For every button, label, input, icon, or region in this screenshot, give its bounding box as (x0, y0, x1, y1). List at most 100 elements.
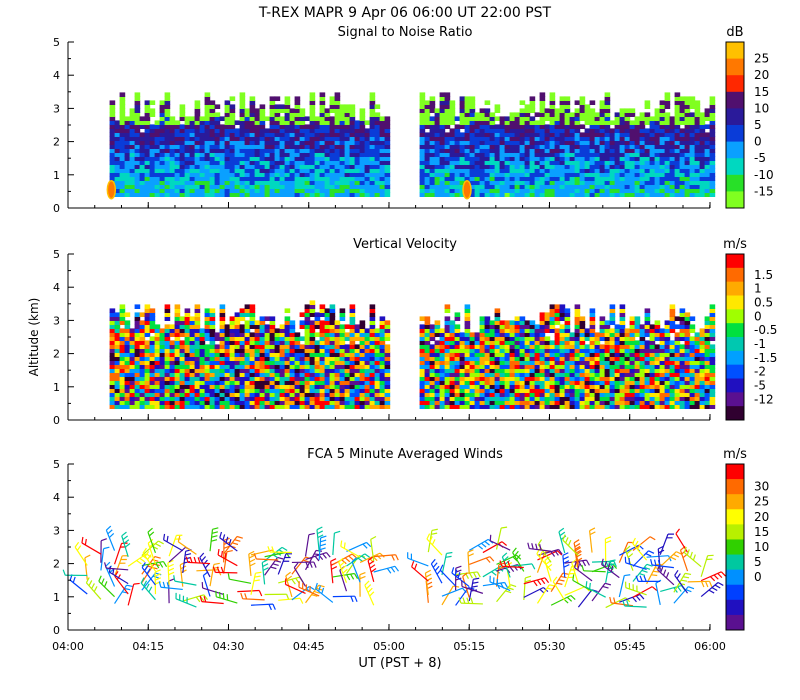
vv-cell (504, 356, 511, 361)
snr-cell (594, 160, 601, 165)
vv-cell (554, 332, 561, 337)
vv-cell (109, 392, 116, 397)
snr-cell (619, 132, 626, 137)
vv-cell (309, 360, 316, 365)
snr-cell (319, 156, 326, 161)
vv-cell (119, 356, 126, 361)
vv-cell (169, 384, 176, 389)
snr-cell (259, 152, 266, 157)
snr-cell (149, 124, 156, 129)
vv-cell (324, 360, 331, 365)
snr-cell (519, 152, 526, 157)
snr-cell (639, 152, 646, 157)
snr-cell (439, 136, 446, 141)
snr-cell (259, 160, 266, 165)
snr-cell (469, 96, 476, 101)
snr-cell (669, 176, 676, 181)
snr-cell (269, 120, 276, 125)
vv-cell (139, 348, 146, 353)
snr-cell (269, 188, 276, 193)
snr-cell (499, 156, 506, 161)
vv-cell (609, 316, 616, 321)
vv-cell (634, 360, 641, 365)
vv-cell (184, 368, 191, 373)
snr-cell (349, 156, 356, 161)
vv-cell (194, 376, 201, 381)
snr-cell (119, 104, 126, 109)
vv-cell (339, 400, 346, 405)
vv-cell (209, 308, 216, 313)
snr-cell (299, 132, 306, 137)
vv-cell (439, 392, 446, 397)
vv-cell (324, 324, 331, 329)
vv-cell (569, 376, 576, 381)
vv-cell (109, 376, 116, 381)
snr-cell (159, 140, 166, 145)
vv-cell (299, 404, 306, 409)
snr-cell (304, 192, 311, 197)
snr-cell (334, 168, 341, 173)
vv-cell (594, 360, 601, 365)
vv-cell (349, 352, 356, 357)
vv-cell (539, 360, 546, 365)
vv-cell (154, 364, 161, 369)
vv-cell (254, 368, 261, 373)
snr-cell (464, 116, 471, 121)
vv-cell (464, 304, 471, 309)
snr-cell (119, 112, 126, 117)
vv-cell (254, 404, 261, 409)
snr-cell (144, 172, 151, 177)
snr-cell (109, 100, 116, 105)
snr-cell (644, 132, 651, 137)
vv-cell (384, 388, 391, 393)
vv-cell (284, 372, 291, 377)
vv-cell (229, 328, 236, 333)
snr-cell (464, 160, 471, 165)
snr-cell (194, 176, 201, 181)
vv-cell (339, 376, 346, 381)
vv-cell (474, 388, 481, 393)
snr-cell (154, 156, 161, 161)
snr-cell (494, 116, 501, 121)
snr-cell (424, 100, 431, 105)
vv-cell (169, 356, 176, 361)
vv-cell (249, 356, 256, 361)
snr-cell (154, 188, 161, 193)
vv-cell (234, 316, 241, 321)
vv-cell (234, 384, 241, 389)
snr-cell (234, 188, 241, 193)
vv-cell (209, 316, 216, 321)
vv-cell (229, 380, 236, 385)
snr-cell (384, 188, 391, 193)
snr-cell (424, 152, 431, 157)
snr-cell (114, 156, 121, 161)
vv-cell (579, 380, 586, 385)
vv-cell (349, 400, 356, 405)
vv-cell (579, 372, 586, 377)
vv-cell (629, 344, 636, 349)
vv-cell (354, 384, 361, 389)
snr-cell (524, 144, 531, 149)
snr-cell (544, 156, 551, 161)
snr-cell (289, 112, 296, 117)
vv-cell (504, 388, 511, 393)
snr-cell (294, 180, 301, 185)
vv-cell (304, 392, 311, 397)
snr-cell (429, 180, 436, 185)
snr-cell (494, 192, 501, 197)
snr-cell (564, 152, 571, 157)
snr-y-tick-label: 3 (53, 102, 60, 115)
snr-cell (584, 136, 591, 141)
snr-cell (239, 100, 246, 105)
vv-cell (384, 360, 391, 365)
vv-cell (364, 376, 371, 381)
vv-cell (119, 332, 126, 337)
snr-cell (199, 132, 206, 137)
snr-cell (184, 120, 191, 125)
snr-cell (624, 144, 631, 149)
snr-cell (109, 108, 116, 113)
vv-cell (384, 344, 391, 349)
vv-cell (314, 372, 321, 377)
vv-cell (334, 356, 341, 361)
vv-cell (559, 348, 566, 353)
